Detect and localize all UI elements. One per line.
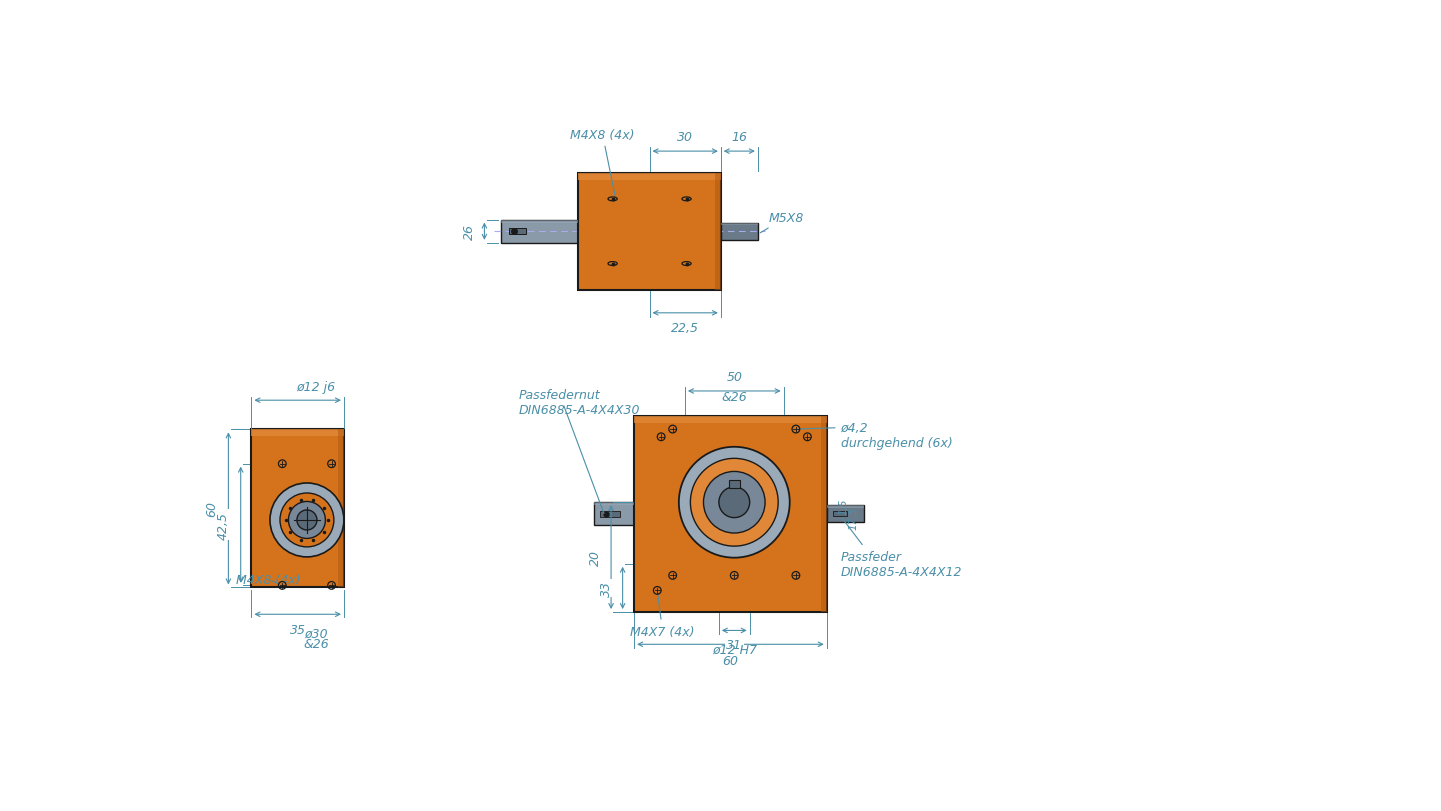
Text: 42,5: 42,5 <box>218 511 231 539</box>
Text: 30: 30 <box>677 131 693 144</box>
Text: Passfeder: Passfeder <box>840 519 902 563</box>
Text: &26: &26 <box>722 391 746 404</box>
Text: 16: 16 <box>731 131 748 144</box>
Bar <box>720 224 758 225</box>
Circle shape <box>690 459 778 547</box>
Circle shape <box>719 487 749 518</box>
Text: ø4,2: ø4,2 <box>798 421 867 434</box>
Text: ø30: ø30 <box>304 626 329 639</box>
Text: &26: &26 <box>303 637 329 650</box>
Bar <box>634 416 827 423</box>
Text: 31: 31 <box>726 638 742 651</box>
Text: 22,5: 22,5 <box>672 322 699 335</box>
Bar <box>720 224 758 240</box>
Bar <box>501 221 578 224</box>
Text: ø12 H7: ø12 H7 <box>712 643 757 656</box>
Text: M4X8 (4x): M4X8 (4x) <box>236 573 301 586</box>
Bar <box>501 221 578 243</box>
Bar <box>601 511 620 517</box>
Text: durchgehend (6x): durchgehend (6x) <box>840 437 953 450</box>
Text: 35: 35 <box>290 623 305 636</box>
Circle shape <box>288 502 326 539</box>
Text: DIN6885-A-4X4X12: DIN6885-A-4X4X12 <box>840 565 963 578</box>
Bar <box>578 174 720 180</box>
Circle shape <box>269 483 344 557</box>
Circle shape <box>679 447 790 558</box>
Text: M4X7 (4x): M4X7 (4x) <box>630 594 695 638</box>
Bar <box>820 416 827 612</box>
Circle shape <box>297 510 317 530</box>
Text: 60: 60 <box>206 500 219 517</box>
Bar <box>827 506 863 522</box>
Bar <box>729 480 741 489</box>
Text: Passfedernut: Passfedernut <box>519 388 604 514</box>
Bar <box>578 174 720 290</box>
Bar <box>509 229 526 235</box>
Text: 17,5: 17,5 <box>849 506 859 530</box>
Bar <box>339 430 344 588</box>
Text: ø12 j6: ø12 j6 <box>297 380 336 393</box>
Bar <box>252 430 344 436</box>
Text: 50: 50 <box>726 371 742 384</box>
Text: 26: 26 <box>463 224 476 240</box>
Bar <box>594 503 634 526</box>
Bar <box>715 174 720 290</box>
Text: 1,5: 1,5 <box>839 498 849 515</box>
Bar <box>594 503 634 506</box>
Bar <box>634 416 827 612</box>
Text: M4X8 (4x): M4X8 (4x) <box>571 128 635 197</box>
Text: 33: 33 <box>601 580 614 596</box>
Text: M5X8: M5X8 <box>761 212 804 234</box>
Bar <box>827 506 863 508</box>
Text: 60: 60 <box>722 654 738 667</box>
Bar <box>833 512 847 517</box>
Circle shape <box>703 472 765 534</box>
Text: DIN6885-A-4X4X30: DIN6885-A-4X4X30 <box>519 404 640 417</box>
Circle shape <box>280 493 334 547</box>
Text: 20: 20 <box>589 549 602 565</box>
Bar <box>252 430 344 588</box>
